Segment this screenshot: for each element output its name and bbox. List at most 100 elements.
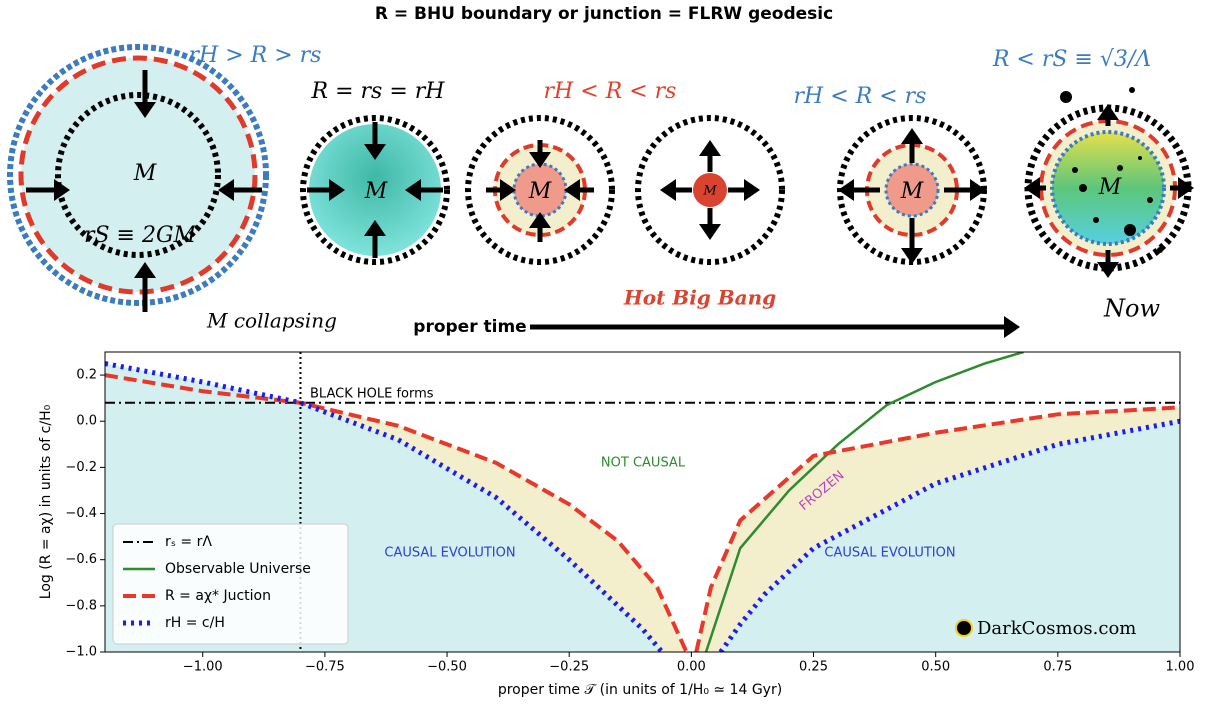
galaxy (1072, 167, 1078, 173)
label: rH < R < rs (794, 84, 927, 109)
x-tick-label: −0.50 (427, 660, 467, 675)
arrow-head (1004, 316, 1020, 338)
circle (884, 162, 940, 218)
diagram (7, 44, 1194, 338)
circle (7, 44, 269, 306)
y-axis-label: Log (R = aχ) in units of c/H₀ (38, 404, 54, 599)
y-tick-label: 0.2 (76, 368, 97, 383)
x-tick-label: −1.00 (183, 660, 223, 675)
legend-label: R = aχ* Juction (165, 588, 271, 604)
arrow-head (699, 224, 721, 240)
y-tick-label: −0.2 (65, 460, 97, 475)
plot-frame (104, 351, 1181, 653)
arrow-head (529, 212, 551, 228)
arrow-head (838, 179, 854, 201)
arrow-head (364, 220, 386, 236)
legend-label: rₛ = rΛ (165, 534, 212, 550)
arrow-head (364, 144, 386, 160)
label: rH < R < rs (544, 79, 677, 104)
x-tick-label: 0.75 (1043, 660, 1072, 675)
circle (465, 115, 615, 265)
x-tick-label: 1.00 (1166, 660, 1195, 675)
arrow-head (1178, 177, 1194, 199)
galaxy (1093, 217, 1099, 223)
arrow-head (529, 152, 551, 168)
arrow-head (500, 179, 516, 201)
logo (955, 619, 973, 637)
label: M (702, 184, 717, 199)
arrow-head (564, 179, 580, 201)
arrow-head (134, 262, 156, 278)
galaxy (1079, 184, 1087, 192)
legend: rₛ = rΛ Observable Universe R = aχ* Juctio… (112, 523, 349, 645)
label: M collapsing (206, 309, 337, 333)
arrow-head (970, 179, 986, 201)
arrow-head (54, 179, 70, 201)
arrow-head (901, 248, 923, 264)
annotation: BLACK HOLE forms (310, 387, 434, 402)
label: proper time (413, 317, 526, 337)
arrow-head (660, 179, 676, 201)
area (105, 363, 1180, 652)
circle (635, 115, 785, 265)
label: M (528, 179, 552, 204)
plot-area (105, 352, 1180, 652)
arrow-head (134, 102, 156, 118)
label: M (133, 161, 157, 186)
x-tick-label: −0.25 (549, 660, 589, 675)
x-tick-label: 0.25 (799, 660, 828, 675)
label: rH > R > rs (189, 43, 322, 68)
label: M (1098, 175, 1122, 200)
y-tick-label: −0.8 (65, 598, 97, 613)
annotation: CAUSAL EVOLUTION (384, 546, 515, 561)
arrow-head (1097, 104, 1119, 120)
x-tick-label: −0.75 (305, 660, 345, 675)
arrow-head (1024, 177, 1040, 199)
label: R < rS ≡ √3/Λ (992, 47, 1151, 72)
arrow-head (699, 140, 721, 156)
galaxy (1124, 224, 1136, 236)
label: M (364, 179, 388, 204)
arrow-head (744, 179, 760, 201)
arrow-head (218, 179, 234, 201)
legend-label: rH = c/H (165, 615, 225, 631)
chart: −1.00 −0.75 −0.50 −0.25 0.00 0.25 0.50 0.75 1.00… (65, 351, 1195, 675)
annotation: CAUSAL EVOLUTION (824, 546, 955, 561)
label: Hot Big Bang (623, 286, 776, 310)
y-tick-label: −0.6 (65, 552, 97, 567)
line (105, 361, 1180, 652)
circle (1050, 130, 1166, 246)
label: R = rs = rH (311, 79, 446, 104)
galaxy (1157, 247, 1163, 253)
circle (693, 173, 727, 207)
line (105, 373, 1180, 652)
line (704, 352, 1024, 652)
galaxy (1147, 197, 1153, 203)
circle (309, 124, 441, 256)
legend-label: Observable Universe (165, 561, 311, 577)
x-axis-label: proper time 𝒯 (in units of 1/H₀ ≃ 14 Gyr… (498, 682, 782, 698)
label: rS ≡ 2GM (84, 223, 197, 248)
x-tick-label: 0.50 (921, 660, 950, 675)
galaxy (1060, 91, 1072, 103)
y-tick-label: −1.0 (65, 645, 97, 660)
galaxy (1129, 87, 1135, 93)
legend-box (112, 523, 349, 645)
label: Now (1103, 295, 1160, 323)
diagram-title: R = BHU boundary or junction = FLRW geod… (375, 4, 833, 24)
circle (55, 92, 221, 258)
annotation: DarkCosmos.com (977, 618, 1136, 639)
galaxy (1138, 156, 1142, 160)
circle (300, 115, 450, 265)
arrow-head (901, 128, 923, 144)
y-tick-label: −0.4 (65, 506, 97, 521)
label: M (900, 179, 924, 204)
galaxy (1117, 165, 1123, 171)
arrow-head (405, 179, 421, 201)
arrow-head (1097, 262, 1119, 278)
annotation: NOT CAUSAL (601, 456, 686, 471)
x-tick-label: 0.00 (677, 660, 706, 675)
arrow-head (329, 179, 345, 201)
y-tick-label: 0.0 (76, 414, 97, 429)
